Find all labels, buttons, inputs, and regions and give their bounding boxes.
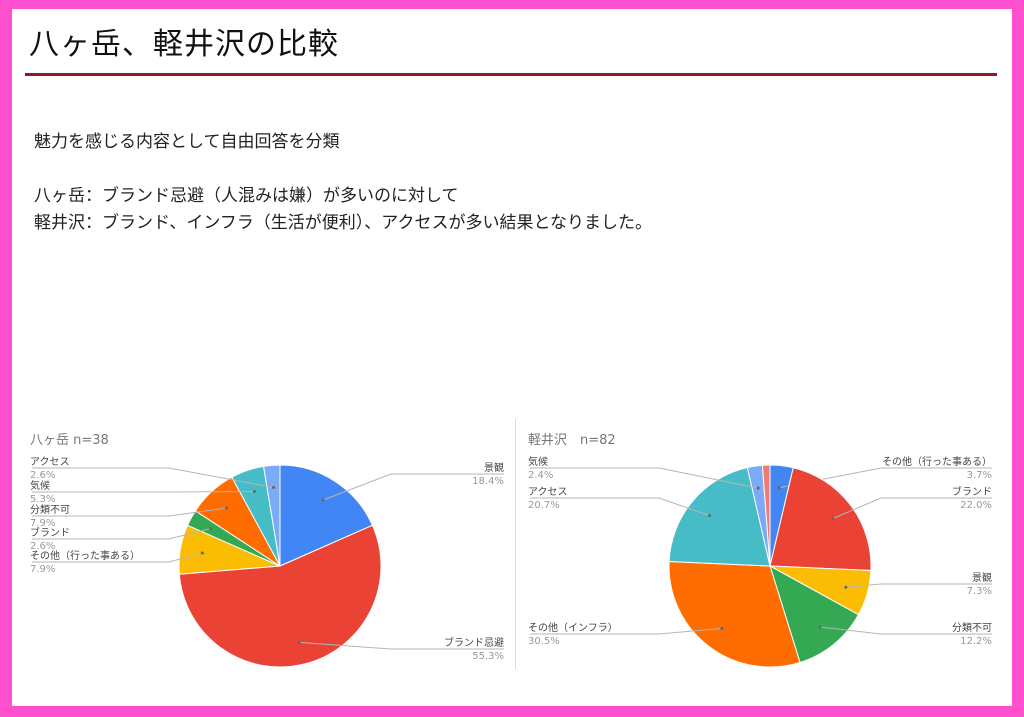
- slice-label: その他（行った事ある）: [30, 549, 140, 562]
- leader-dot: [209, 526, 213, 530]
- yatsugatake-summary: 八ヶ岳：ブランド忌避（人混みは嫌）が多いのに対して: [34, 186, 459, 206]
- slice-percent: 30.5%: [528, 636, 560, 647]
- pie-slice: [262, 464, 281, 567]
- slice-percent: 7.3%: [967, 586, 992, 597]
- leader-line: [299, 641, 504, 650]
- slice-label: ブランド: [952, 485, 992, 498]
- leader-dot: [756, 486, 760, 490]
- title-rule: [25, 73, 997, 76]
- slice-label: その他（インフラ）: [528, 621, 618, 634]
- slide: 八ヶ岳、軽井沢の比較 魅力を感じる内容として自由回答を分類 八ヶ岳：ブランド忌避…: [12, 9, 1012, 706]
- slice-percent: 18.4%: [472, 476, 504, 487]
- slice-percent: 7.9%: [30, 564, 55, 575]
- slice-label: 分類不可: [30, 504, 70, 516]
- yatsugatake-chart-panel: 八ヶ岳 n=38 景観 18.4% ブランド忌避 55.3% その他（行った事ある） 7.…: [22, 419, 512, 669]
- slice-percent: 5.3%: [30, 494, 55, 505]
- chart-divider: [515, 419, 516, 669]
- leader-line: [832, 497, 992, 519]
- pie-slice: [769, 564, 860, 664]
- slice-label: 気候: [30, 479, 50, 492]
- leader-dot: [777, 486, 781, 490]
- slice-label: 気候: [528, 455, 548, 468]
- chart-title-yatsugatake: 八ヶ岳 n=38: [30, 433, 109, 448]
- leader-dot: [200, 551, 204, 555]
- yatsugatake-pie-chart: 景観18.4%ブランド忌避55.3%その他（行った事ある）7.9%ブランド2.6…: [30, 456, 504, 668]
- slice-percent: 55.3%: [472, 651, 504, 662]
- leader-dot: [831, 517, 835, 521]
- slice-label: 分類不可: [952, 622, 992, 634]
- leader-line: [845, 583, 992, 588]
- slice-percent: 2.4%: [528, 470, 553, 481]
- leader-line: [819, 626, 992, 635]
- slice-label: その他（行った事ある）: [882, 455, 992, 468]
- slice-percent: 22.0%: [960, 500, 992, 511]
- leader-dot: [252, 489, 256, 493]
- slice-percent: 2.6%: [30, 470, 55, 481]
- leader-dot: [720, 626, 724, 630]
- pie-slice: [668, 466, 771, 567]
- slice-percent: 7.9%: [30, 518, 55, 529]
- leader-line: [32, 490, 255, 493]
- pie-slice: [761, 464, 771, 567]
- intro-text: 魅力を感じる内容として自由回答を分類: [34, 132, 340, 152]
- slice-percent: 2.6%: [30, 541, 55, 552]
- leader-line: [530, 467, 759, 489]
- pie-slice: [668, 561, 801, 668]
- slice-percent: 20.7%: [528, 500, 560, 511]
- pie-slice: [279, 464, 374, 567]
- leader-line: [530, 627, 722, 635]
- karuizawa-pie-chart: その他（行った事ある） 3.7% ブランド 22.0% 景観 7.3% 分類不可 12.2% そ…: [528, 455, 992, 668]
- leader-dot: [297, 640, 301, 644]
- slice-percent: 3.7%: [967, 470, 992, 481]
- leader-line: [32, 467, 274, 488]
- slice-label: ブランド: [30, 526, 70, 539]
- slice-label: アクセス: [528, 486, 568, 498]
- leader-line: [32, 552, 203, 563]
- slice-label: 景観: [484, 461, 504, 474]
- slide-title: 八ヶ岳、軽井沢の比較: [29, 27, 339, 62]
- pie-slice: [769, 467, 872, 571]
- leader-line: [32, 507, 227, 517]
- leader-dot: [818, 625, 822, 629]
- leader-dot: [272, 485, 276, 489]
- leader-line: [322, 473, 504, 501]
- chart-title-karuizawa: 軽井沢 n=82: [528, 433, 616, 448]
- leader-dot: [844, 585, 848, 589]
- leader-line: [530, 497, 710, 517]
- karuizawa-summary: 軽井沢：ブランド、インフラ（生活が便利）、アクセスが多い結果となりました。: [34, 213, 652, 233]
- leader-dot: [707, 514, 711, 518]
- slice-percent: 12.2%: [960, 636, 992, 647]
- slice-label: アクセス: [30, 456, 70, 468]
- pie-slice: [178, 524, 382, 668]
- leader-line: [32, 527, 211, 540]
- leader-dot: [225, 506, 229, 510]
- slice-label: ブランド忌避: [444, 636, 504, 649]
- karuizawa-chart-panel: 軽井沢 n=82 その他（行った事ある） 3.7% ブランド 22.0% 景観 7.3% 分…: [520, 419, 1000, 669]
- slice-label: 景観: [972, 571, 992, 584]
- leader-dot: [321, 498, 325, 502]
- slide-body: 魅力を感じる内容として自由回答を分類 八ヶ岳：ブランド忌避（人混みは嫌）が多いの…: [34, 129, 652, 237]
